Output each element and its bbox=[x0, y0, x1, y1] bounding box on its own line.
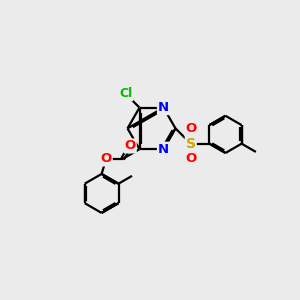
Text: S: S bbox=[186, 137, 196, 151]
Text: N: N bbox=[158, 143, 169, 156]
Text: Cl: Cl bbox=[119, 87, 132, 100]
Text: O: O bbox=[185, 122, 196, 135]
Text: O: O bbox=[100, 152, 112, 165]
Text: O: O bbox=[185, 152, 196, 165]
Text: O: O bbox=[124, 140, 136, 152]
Text: N: N bbox=[158, 101, 169, 114]
